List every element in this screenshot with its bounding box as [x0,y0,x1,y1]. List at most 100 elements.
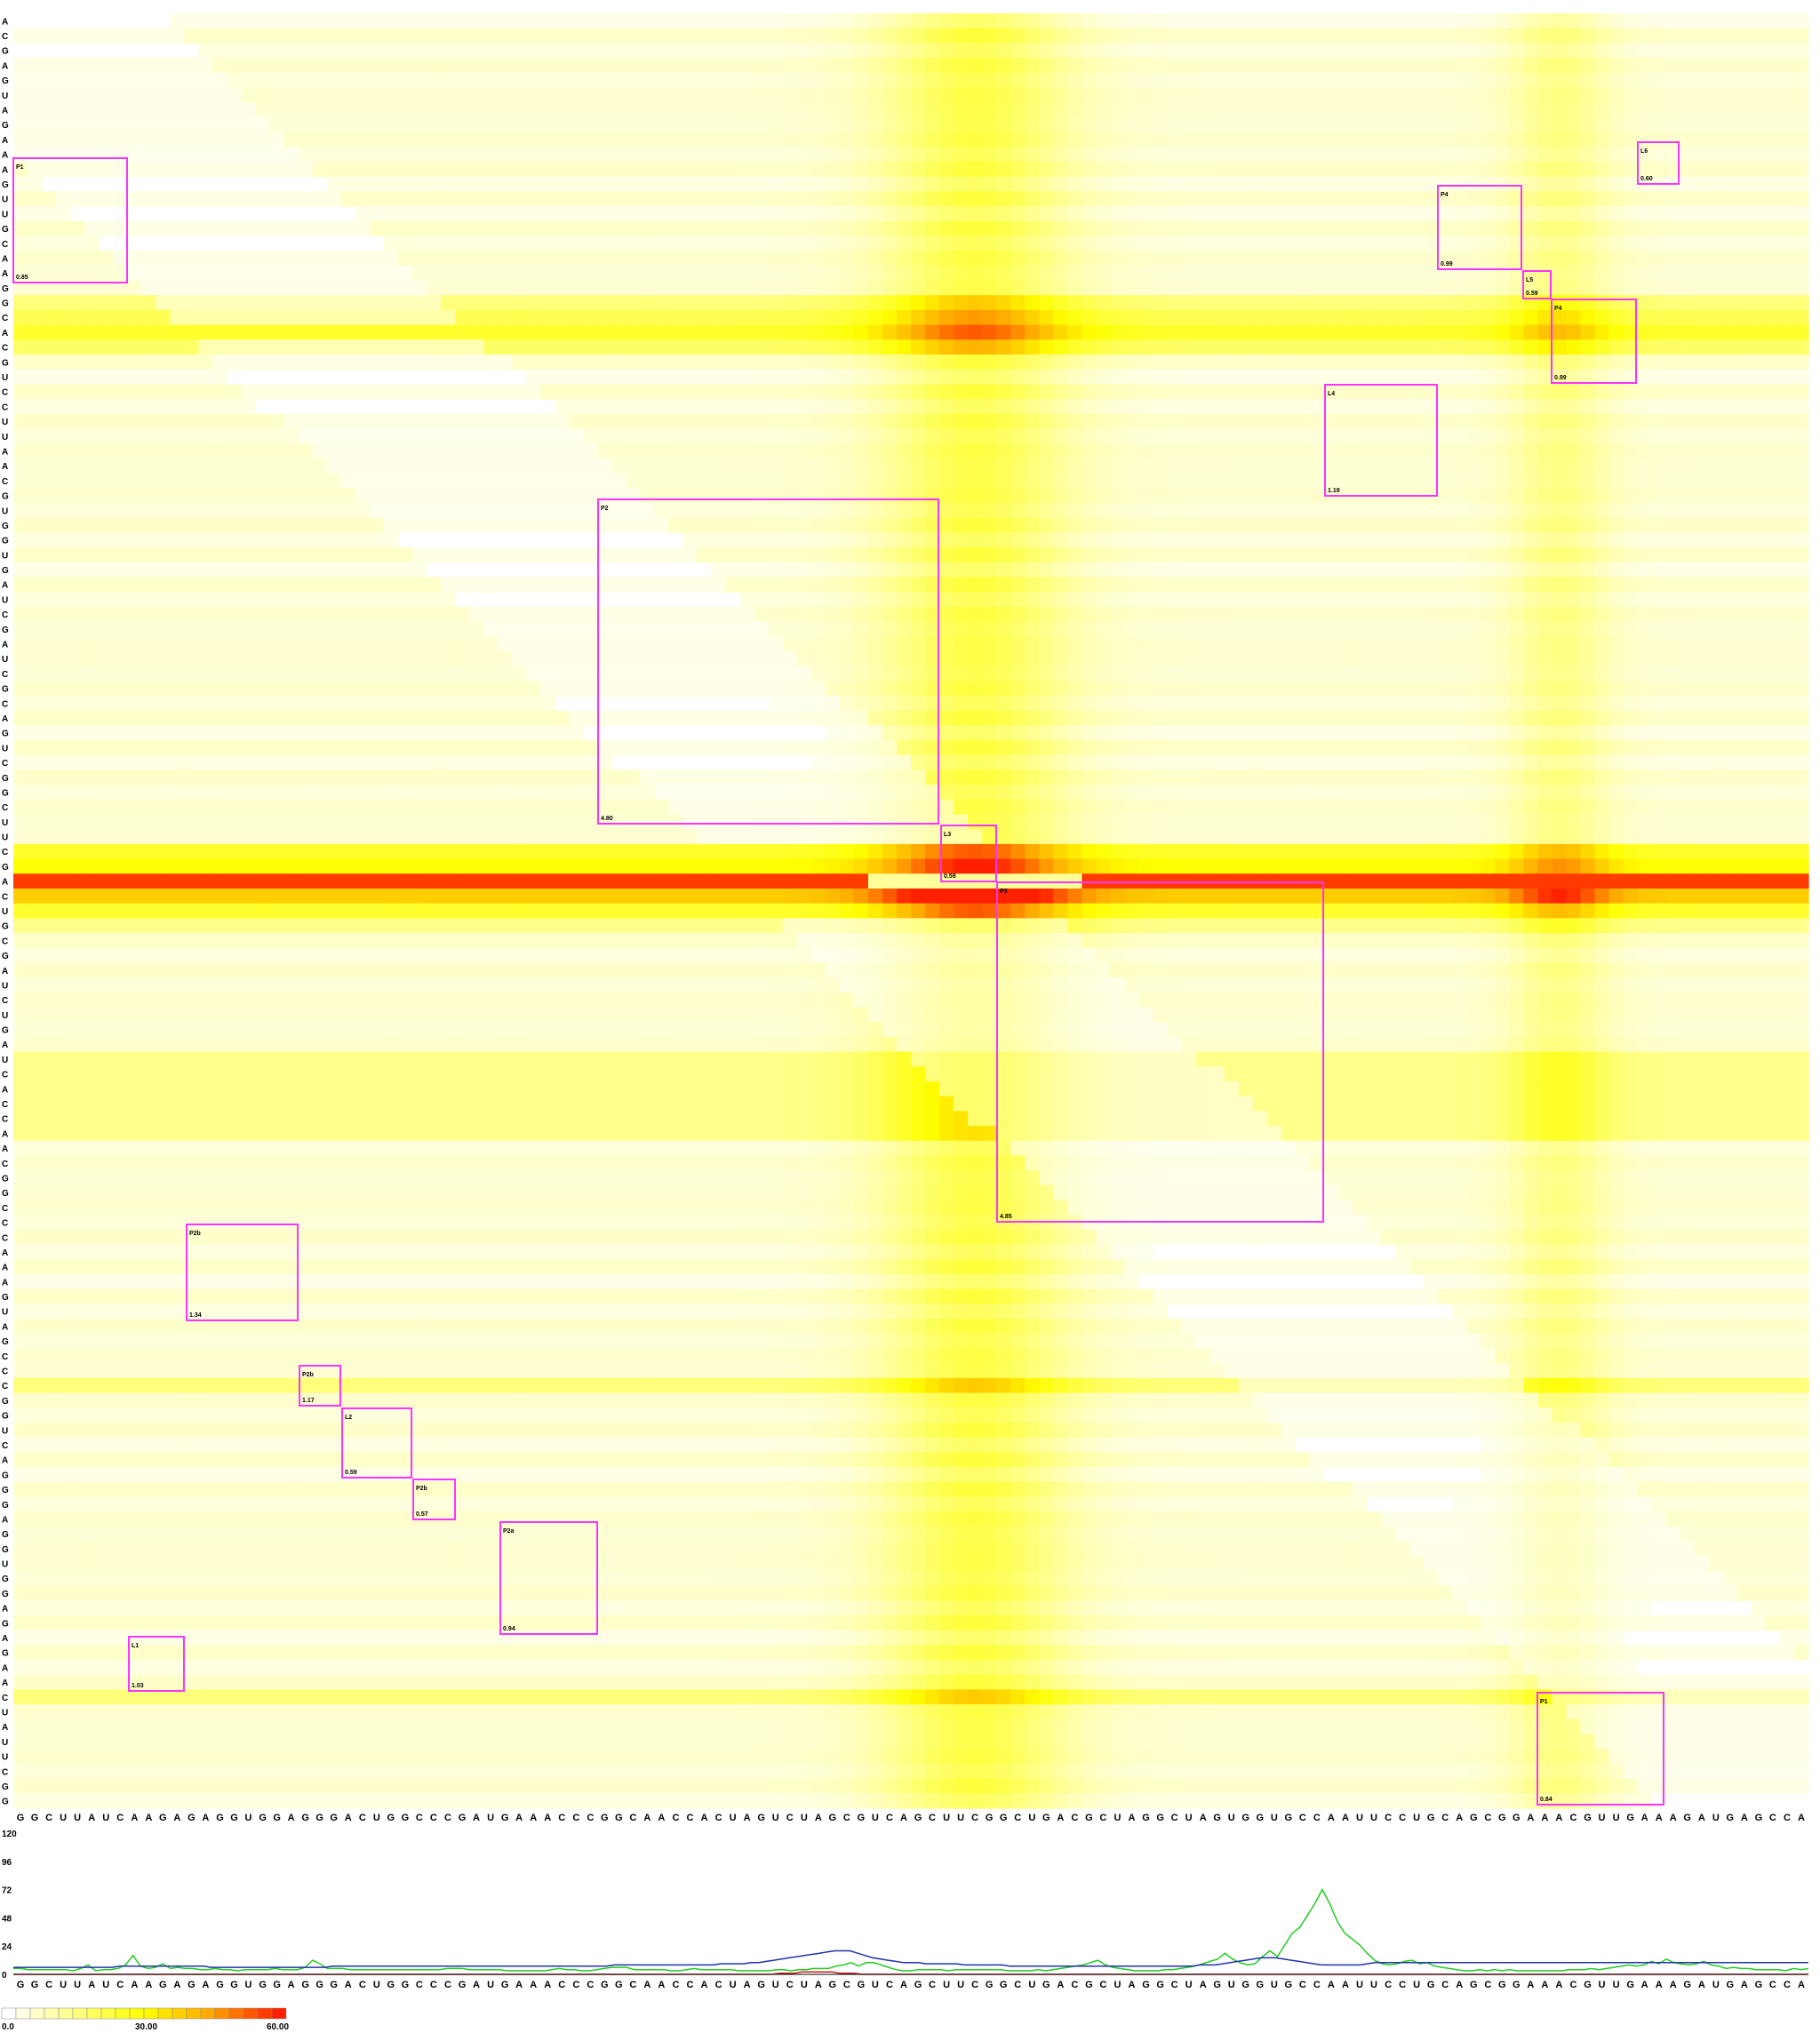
heatmap-cell [198,102,214,118]
heatmap-cell [1637,532,1653,548]
heatmap-cell [611,280,627,296]
heatmap-cell [42,191,57,207]
heatmap-cell [1138,546,1154,563]
heatmap-cell [968,399,983,415]
heatmap-cell [1025,28,1040,44]
heatmap-cell [754,488,770,504]
heatmap-cell [925,502,940,519]
heatmap-cell [668,384,684,400]
heatmap-cell [668,309,684,326]
heatmap-cell [939,473,954,489]
heatmap-cell [156,132,171,147]
heatmap-cell [56,562,71,578]
heatmap-cell [56,280,71,296]
heatmap-cell [241,458,257,474]
heatmap-cell [896,102,912,118]
heatmap-cell [1523,220,1538,237]
heatmap-cell [1181,473,1197,489]
heatmap-cell [626,546,641,563]
heatmap-cell [127,621,142,637]
heatmap-cell [113,606,128,623]
heatmap-cell [1067,339,1082,355]
heatmap-cell [397,562,413,578]
heatmap-cell [1495,72,1510,89]
heatmap-cell [283,220,299,237]
heatmap-cell [483,28,499,44]
heatmap-cell [569,13,584,29]
heatmap-cell [896,28,912,44]
heatmap-cell [968,458,983,474]
heatmap-cell [1680,428,1696,444]
heatmap-cell [1523,176,1538,192]
heatmap-cell [1523,235,1538,251]
heatmap-cell [426,235,442,251]
heatmap-cell [1367,399,1382,415]
heatmap-cell [725,13,741,29]
heatmap-cell [1110,13,1126,29]
heatmap-cell [1096,413,1112,430]
heatmap-cell [1124,473,1140,489]
heatmap-cell [1039,546,1054,563]
heatmap-cell [611,102,627,118]
heatmap-cell [426,546,442,563]
heatmap-cell [298,265,314,282]
heatmap-cell [1266,43,1282,59]
heatmap-cell [996,220,1011,237]
heatmap-cell [70,532,85,548]
heatmap-cell [1481,413,1496,430]
heatmap-cell [1552,176,1568,192]
heatmap-cell [42,102,57,118]
heatmap-cell [1481,606,1496,623]
heatmap-cell [982,339,997,355]
heatmap-cell [968,532,983,548]
heatmap-cell [839,161,855,178]
heatmap-cell [312,161,328,178]
heatmap-cell [1209,413,1225,430]
heatmap-cell [925,562,940,578]
heatmap-cell [1694,324,1710,340]
heatmap-cell [968,592,983,608]
heatmap-cell [1438,58,1453,74]
heatmap-cell [512,206,527,222]
heatmap-cell [498,339,513,355]
heatmap-cell [1566,72,1582,89]
heatmap-cell [1395,577,1410,593]
heatmap-cell [1537,235,1553,251]
heatmap-cell [583,339,598,355]
heatmap-cell [99,606,114,623]
heatmap-cell [668,458,684,474]
heatmap-cell [1736,191,1752,207]
heatmap-cell [1053,577,1068,593]
heatmap-cell [340,191,356,207]
heatmap-cell [298,161,314,178]
heatmap-cell [1224,161,1240,178]
heatmap-cell [911,147,926,163]
heatmap-cell [426,191,442,207]
heatmap-cell [896,339,912,355]
heatmap-cell [469,220,484,237]
heatmap-cell [99,280,114,296]
heatmap-cell [939,546,954,563]
heatmap-cell [1665,235,1681,251]
heatmap-cell [1537,384,1553,400]
heatmap-cell [1395,443,1410,459]
heatmap-cell [1537,265,1553,282]
heatmap-cell [411,72,427,89]
heatmap-cell [1637,324,1653,340]
heatmap-cell [411,206,427,222]
heatmap-cell [70,369,85,385]
heatmap-cell [1594,13,1610,29]
heatmap-cell [1309,251,1325,267]
heatmap-cell [1395,72,1410,89]
heatmap-cell [796,562,812,578]
heatmap-cell [1295,577,1311,593]
heatmap-cell [768,13,784,29]
heatmap-cell [825,235,841,251]
heatmap-cell [1424,235,1439,251]
heatmap-cell [1367,546,1382,563]
heatmap-cell [483,413,499,430]
heatmap-cell [540,280,555,296]
heatmap-cell [1722,532,1738,548]
heatmap-cell [1025,235,1040,251]
heatmap-cell [212,324,228,340]
